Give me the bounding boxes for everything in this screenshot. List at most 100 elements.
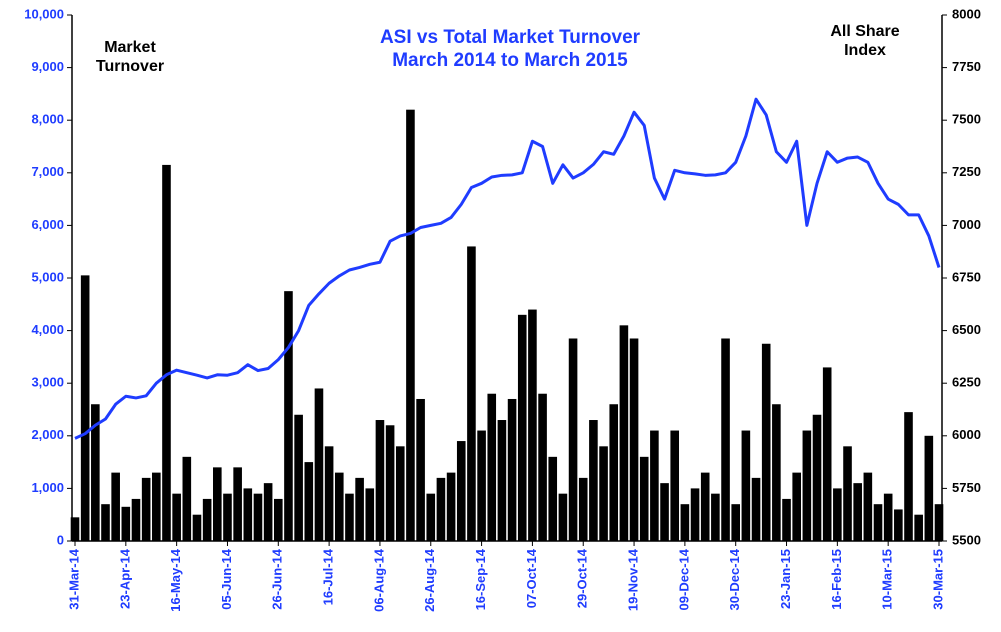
bar [172,493,181,541]
y2-tick-label: 5500 [952,532,981,547]
bar [517,314,527,541]
bar [375,420,385,541]
x-tick-label: 23-Jan-15 [778,549,793,609]
bar [721,338,730,541]
y2-tick-label: 6750 [952,269,981,284]
x-tick-label: 16-Jul-14 [321,548,336,605]
y-tick-label: 6,000 [31,217,64,232]
bar [538,393,547,541]
y2-tick-label: 6250 [952,375,981,390]
bar [365,488,375,541]
bar [436,477,446,541]
y2-tick-label: 5750 [952,480,981,495]
bar [192,514,202,541]
bar [253,493,263,541]
bar [416,398,425,541]
y-tick-label: 4,000 [31,322,64,337]
bar [334,472,344,541]
x-tick-label: 16-Feb-15 [829,549,844,610]
bar [792,472,801,541]
bar [528,309,537,541]
x-tick-label: 23-Apr-14 [117,548,132,609]
bar [680,504,690,541]
x-tick-label: 10-Mar-15 [880,549,895,610]
left-axis-annotation: Market Turnover [95,39,165,75]
bar [894,509,903,541]
bar [548,456,558,541]
bar [80,275,90,541]
bar [853,483,862,541]
bar [568,338,578,541]
x-tick-label: 26-Jun-14 [270,548,285,609]
y2-tick-label: 8000 [952,6,981,21]
bar [782,498,791,541]
x-tick-label: 19-Nov-14 [625,548,640,611]
x-tick-label: 16-May-14 [168,548,183,612]
bar [924,435,934,541]
bar [406,109,415,542]
bar [324,446,334,541]
bar [660,483,669,541]
bar [304,462,314,541]
bar [731,504,741,541]
x-tick-label: 06-Aug-14 [371,548,386,612]
bar [639,456,649,541]
x-tick-label: 26-Aug-14 [422,548,437,612]
bar [345,493,354,541]
bar [141,477,151,541]
bar [294,414,303,541]
bar [700,472,710,541]
bar [741,430,751,541]
bar [558,493,568,541]
bar [873,504,883,541]
bar [202,498,212,541]
bar [446,472,456,541]
x-tick-label: 29-Oct-14 [575,548,590,608]
bar [690,488,700,541]
bar [670,430,680,541]
x-tick-label: 30-Dec-14 [727,548,742,610]
bar [619,325,629,541]
bar [385,425,395,541]
y2-tick-label: 7750 [952,59,981,74]
bar [629,338,639,541]
chart-title: ASI vs Total Market Turnover [379,27,641,48]
bar [578,477,588,541]
chart-subtitle: March 2014 to March 2015 [392,50,628,71]
y2-tick-label: 7000 [952,217,981,232]
bar [802,430,812,541]
bar [497,420,507,541]
y2-tick-label: 6500 [952,322,981,337]
bar [91,404,100,541]
bar [223,493,232,541]
bar [833,488,842,541]
bar [863,472,873,541]
bar [589,420,598,541]
y-tick-label: 8,000 [31,112,64,127]
bar [152,472,161,541]
bar [843,446,852,541]
y-tick-label: 3,000 [31,375,64,390]
x-tick-label: 05-Jun-14 [219,548,234,609]
bar [812,414,822,541]
y-tick-label: 9,000 [31,59,64,74]
bar [507,398,517,541]
bar [650,430,659,541]
y2-tick-label: 6000 [952,427,981,442]
y-tick-label: 1,000 [31,480,64,495]
y-tick-label: 2,000 [31,427,64,442]
bar [263,483,273,541]
bar [914,514,923,541]
bar [904,412,913,541]
y2-tick-label: 7250 [952,164,981,179]
bar [162,164,171,541]
bar [609,404,619,541]
bar [101,504,110,541]
bar [233,467,242,541]
bar [395,446,405,541]
bar [70,517,80,541]
bar [883,493,893,541]
bar [121,506,131,541]
